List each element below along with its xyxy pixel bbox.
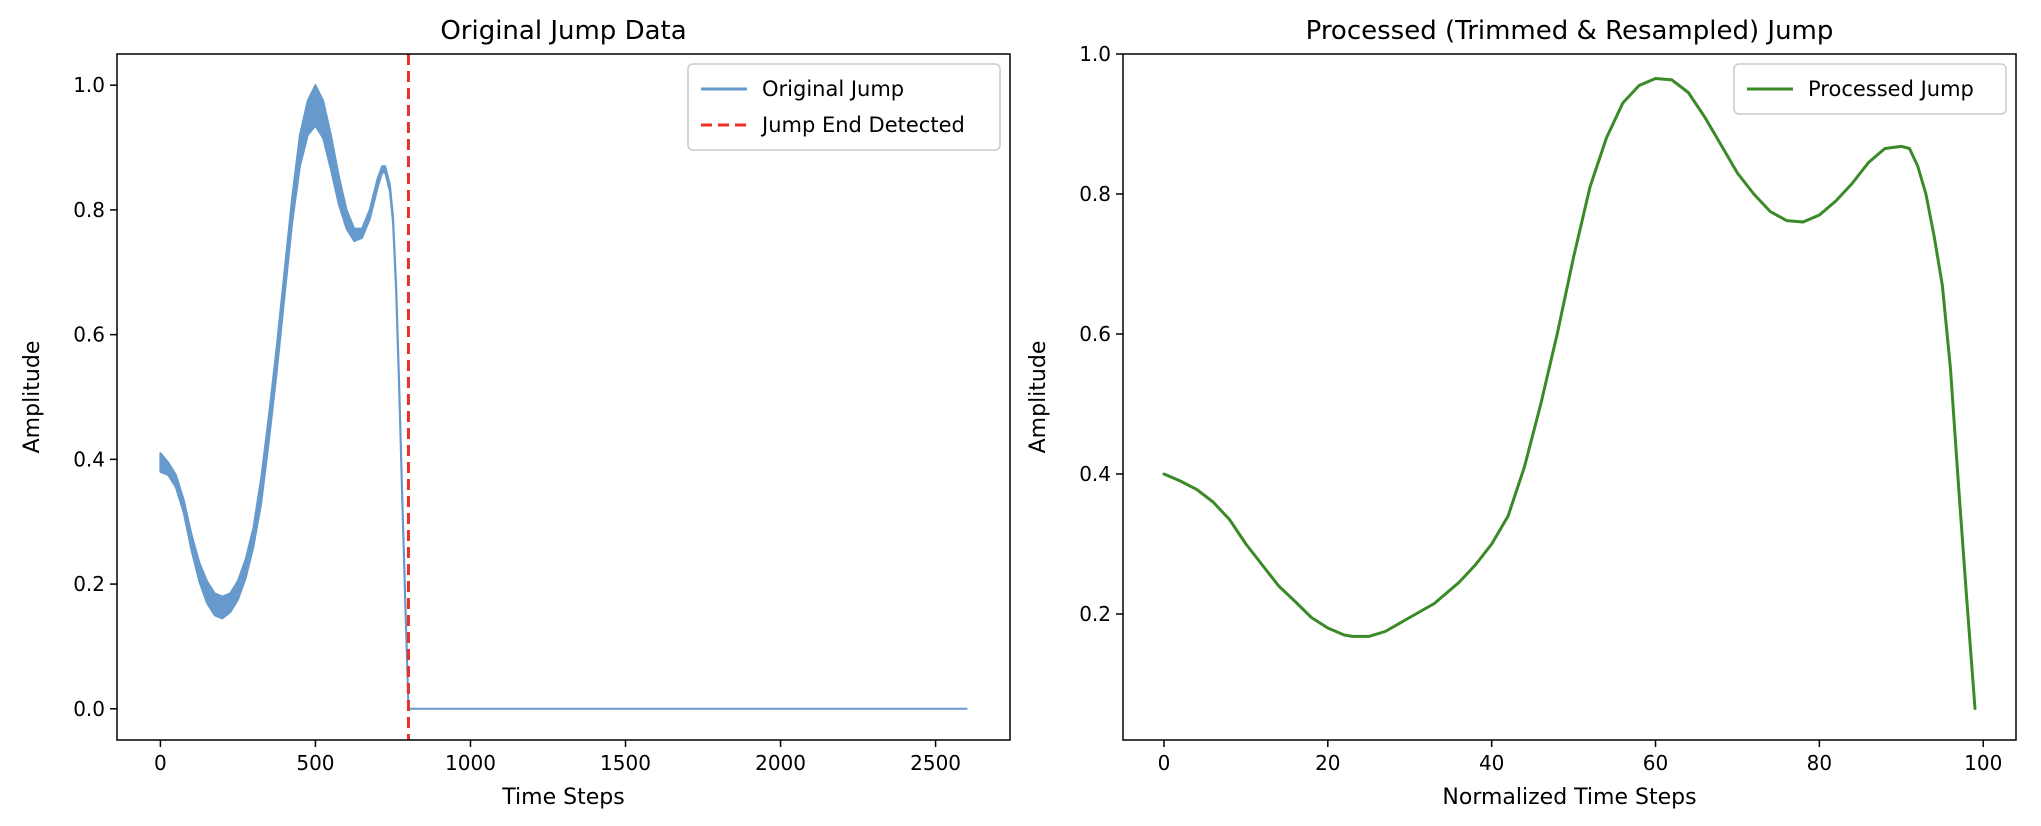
x-tick-label: 2000 <box>755 751 806 775</box>
x-tick-label: 0 <box>1158 751 1171 775</box>
y-axis-label: Amplitude <box>1026 341 1051 454</box>
x-tick-label: 40 <box>1479 751 1504 775</box>
x-tick-label: 500 <box>296 751 334 775</box>
y-tick-label: 0.8 <box>1079 182 1111 206</box>
legend-frame <box>687 63 1001 151</box>
x-tick-label: 60 <box>1643 751 1668 775</box>
chart-panel-2: 0 20 40 60 80 100 0.2 0.4 0.6 0.8 1.0 Processed (Tr… <box>1026 16 2017 810</box>
series-processed-jump-line <box>1162 77 1977 710</box>
y-tick-label: 0.4 <box>73 447 105 471</box>
axes-frame <box>116 53 1011 741</box>
y-tick-label: 0.6 <box>73 323 105 347</box>
plot-data <box>159 54 968 740</box>
x-axis-label: Time Steps <box>501 785 624 810</box>
series-original-jump-band <box>159 84 968 710</box>
x-tick-label: 1000 <box>445 751 496 775</box>
chart-title: Processed (Trimmed & Resampled) Jump <box>1306 16 1834 46</box>
legend-label: Jump End Detected <box>760 113 965 137</box>
legend-frame <box>1733 63 2007 115</box>
legend-label: Original Jump <box>762 77 904 101</box>
y-tick-label: 0.4 <box>1079 462 1111 486</box>
x-axis-label: Normalized Time Steps <box>1442 785 1696 810</box>
y-tick-label: 1.0 <box>1079 42 1111 66</box>
y-tick-label: 0.6 <box>1079 322 1111 346</box>
axes-frame <box>1122 53 2017 741</box>
x-tick-label: 20 <box>1315 751 1340 775</box>
legend: Original Jump Jump End Detected <box>687 63 1001 151</box>
chart-title: Original Jump Data <box>440 16 686 46</box>
x-tick-label: 1500 <box>600 751 651 775</box>
x-tick-label: 0 <box>154 751 167 775</box>
legend: Processed Jump <box>1733 63 2007 115</box>
chart-panel-1: 0 500 1000 1500 2000 2500 0.0 0.2 0.4 0.6 0.8 1.0 Or… <box>20 16 1011 810</box>
legend-label: Processed Jump <box>1808 77 1974 101</box>
plot-data <box>1162 77 1977 710</box>
y-axis-label: Amplitude <box>20 341 45 454</box>
x-tick-label: 2500 <box>910 751 961 775</box>
y-tick-label: 0.8 <box>73 198 105 222</box>
y-tick-label: 0.0 <box>73 697 105 721</box>
x-tick-label: 100 <box>1964 751 2002 775</box>
y-tick-label: 0.2 <box>1079 602 1111 626</box>
x-tick-label: 80 <box>1807 751 1832 775</box>
y-tick-label: 0.2 <box>73 572 105 596</box>
y-tick-label: 1.0 <box>73 73 105 97</box>
